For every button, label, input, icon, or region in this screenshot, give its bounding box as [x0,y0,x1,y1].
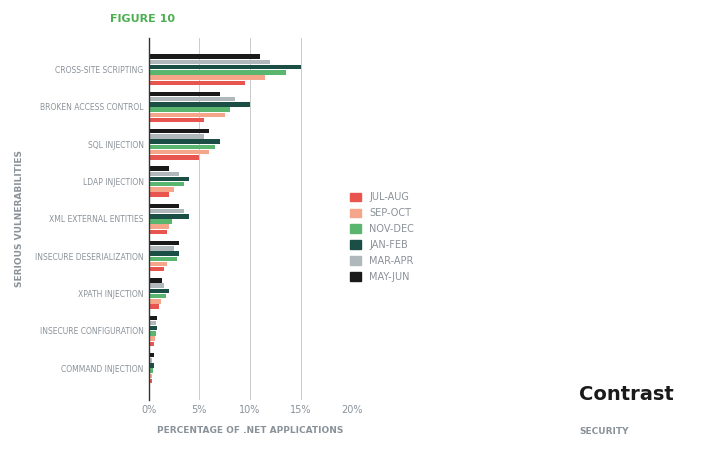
Bar [149,80,245,85]
Bar [149,379,151,383]
Bar [149,75,265,80]
Bar [149,341,154,346]
Bar [149,155,199,160]
Bar [149,192,169,197]
Bar [149,140,220,144]
Bar [149,219,172,224]
Bar [149,336,155,341]
Bar [149,166,169,171]
Bar [149,150,210,154]
Bar [149,65,301,69]
Bar [149,129,210,134]
Bar [149,107,230,112]
Bar [149,278,162,283]
Bar [149,353,154,357]
Bar [149,70,286,74]
Bar [149,55,260,59]
Bar [149,187,174,192]
Bar [149,209,184,213]
Bar [149,252,179,256]
Bar [149,134,205,139]
Bar [149,369,153,373]
Bar [149,214,189,218]
Bar [149,102,250,106]
Y-axis label: SERIOUS VULNERABILITIES: SERIOUS VULNERABILITIES [15,151,24,287]
Bar [149,172,179,176]
Text: Contrast: Contrast [579,385,674,404]
Text: SECURITY: SECURITY [579,427,629,436]
Bar [149,315,156,320]
Bar [149,145,215,149]
Text: FIGURE 10: FIGURE 10 [110,14,175,24]
Bar [149,289,169,293]
Bar [149,267,164,271]
Bar [149,177,189,181]
Bar [149,374,151,378]
Legend: JUL-AUG, SEP-OCT, NOV-DEC, JAN-FEB, MAR-APR, MAY-JUN: JUL-AUG, SEP-OCT, NOV-DEC, JAN-FEB, MAR-… [346,189,418,285]
Bar [149,246,174,251]
Bar [149,358,151,363]
Bar [149,326,156,330]
Bar [149,92,220,96]
Bar [149,321,156,325]
Bar [149,204,179,208]
Bar [149,299,161,303]
Bar [149,60,270,64]
Bar [149,304,159,309]
Bar [149,182,184,186]
Bar [149,262,167,266]
Bar [149,257,177,261]
Bar [149,118,205,122]
Bar [149,230,167,234]
Bar [149,224,169,229]
Bar [149,363,154,368]
Bar [149,97,235,101]
Bar [149,112,225,117]
Bar [149,241,179,246]
Bar [149,283,164,288]
X-axis label: PERCENTAGE OF .NET APPLICATIONS: PERCENTAGE OF .NET APPLICATIONS [157,426,343,435]
Bar [149,294,166,298]
Bar [149,331,156,336]
